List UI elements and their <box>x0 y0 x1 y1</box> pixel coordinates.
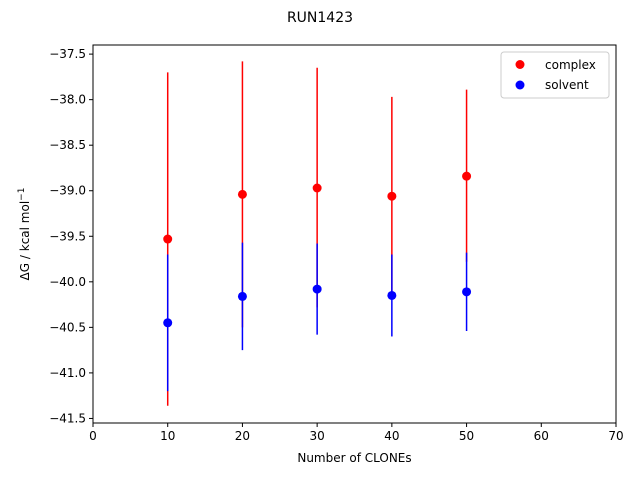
legend-label-complex: complex <box>545 58 596 72</box>
y-axis-label: ΔG / kcal mol−1 <box>17 188 32 281</box>
y-tick-label: −40.0 <box>49 275 86 289</box>
y-tick-label: −41.0 <box>49 366 86 380</box>
x-tick-label: 50 <box>459 429 474 443</box>
data-point-solvent <box>387 290 397 300</box>
legend-marker-complex <box>515 60 525 69</box>
legend-marker-solvent <box>515 80 525 90</box>
data-point-solvent <box>163 318 173 328</box>
data-point-complex <box>237 189 247 199</box>
data-point-solvent <box>462 287 472 297</box>
y-tick-label: −40.5 <box>49 320 86 334</box>
legend-label-solvent: solvent <box>545 78 589 92</box>
y-tick-label: −39.5 <box>49 229 86 243</box>
x-axis: 0 10 20 30 40 50 60 70 <box>89 423 624 443</box>
x-tick-label: 10 <box>160 429 175 443</box>
data-point-complex <box>462 171 472 181</box>
data-point-complex <box>312 183 322 193</box>
x-tick-label: 20 <box>235 429 250 443</box>
x-tick-label: 40 <box>384 429 399 443</box>
y-tick-label: −37.5 <box>49 47 86 61</box>
x-tick-label: 60 <box>534 429 549 443</box>
y-tick-label: −38.5 <box>49 138 86 152</box>
legend: complex solvent <box>500 51 610 99</box>
x-tick-label: 30 <box>310 429 325 443</box>
data-point-complex <box>163 234 173 244</box>
x-axis-label: Number of CLONEs <box>297 451 411 465</box>
data-points <box>163 171 472 328</box>
y-axis-label-exponent: −1 <box>17 188 27 201</box>
y-axis: −37.5 −38.0 −38.5 −39.0 −39.5 −40.0 −40.5 −41.0… <box>49 47 93 425</box>
plot-frame <box>92 44 617 424</box>
y-tick-label: −39.0 <box>49 184 86 198</box>
legend-frame <box>500 51 610 99</box>
data-point-solvent <box>237 291 247 301</box>
y-axis-label-main: ΔG / kcal mol <box>18 201 32 281</box>
y-tick-label: −41.5 <box>49 411 86 425</box>
x-tick-label: 70 <box>608 429 623 443</box>
chart-title: RUN1423 <box>287 10 353 26</box>
data-point-solvent <box>312 284 322 294</box>
y-tick-label: −38.0 <box>49 93 86 107</box>
x-tick-label: 0 <box>89 429 97 443</box>
data-point-complex <box>387 191 397 201</box>
